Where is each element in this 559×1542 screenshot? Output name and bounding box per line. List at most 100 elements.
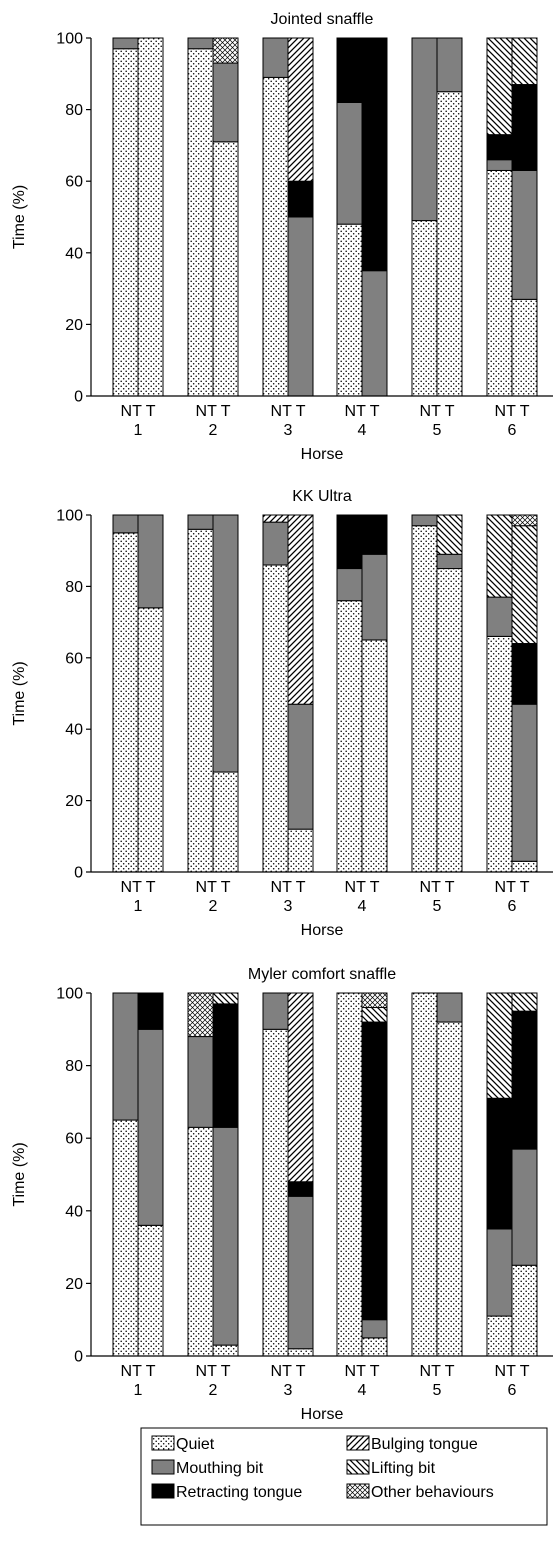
bar-horse-5-t [436,514,463,873]
bar-segment-retracting-tongue [511,643,538,705]
group-label-horse-6: 6 [508,898,517,915]
bar-segment-mouthing-bit [436,553,463,570]
bar-segment-quiet [486,635,513,873]
bar-labels-horse-3: NT T [271,1363,306,1380]
bar-segment-quiet [511,1264,538,1357]
legend-swatch [346,1483,370,1499]
bar-segment-mouthing-bit [486,159,513,171]
legend-label: Lifting bit [371,1460,436,1477]
bar-segment-retracting-tongue [511,84,538,171]
bar-segment-mouthing-bit [361,1319,388,1339]
legend-swatch [151,1459,175,1475]
legend-label: Bulging tongue [371,1436,478,1453]
legend-entry-mouthing-bit: Mouthing bit [151,1459,264,1477]
group-label-horse-2: 2 [209,422,218,439]
legend-label: Quiet [176,1436,215,1453]
legend-entry-retracting-tongue: Retracting tongue [151,1483,302,1501]
y-tick-label: 0 [74,389,83,406]
bar-segment-mouthing-bit [361,553,388,641]
legend-box [140,1427,548,1526]
bar-horse-6-nt [486,514,513,873]
bar-horse-2-t [212,514,239,873]
bar-segment-quiet [262,564,289,873]
bar-horse-6-t [511,992,538,1357]
bar-segment-retracting-tongue [137,992,164,1030]
bar-horse-3-t [287,37,314,397]
bar-segment-mouthing-bit [336,101,363,225]
group-label-horse-6: 6 [508,422,517,439]
bar-segment-mouthing-bit [511,1148,538,1266]
bar-segment-bulging-tongue [287,514,314,705]
bar-segment-mouthing-bit [361,270,388,397]
chart-panel-1: Jointed snaffle Time (%) 0 20 40 60 80 100 NT T 1… [11,11,553,463]
bar-segment-retracting-tongue [336,514,363,570]
bar-segment-quiet [112,1119,139,1357]
bar-segment-lifting-bit [212,992,239,1005]
bar-segment-retracting-tongue [361,514,388,555]
bar-segment-lifting-bit [486,514,513,598]
bar-segment-quiet [411,992,438,1357]
bar-segment-other-behaviours [361,992,388,1009]
bar-segment-mouthing-bit [287,703,314,830]
bar-segment-other-behaviours [511,514,538,527]
bar-segment-quiet [212,771,239,873]
legend-label: Mouthing bit [176,1460,264,1477]
y-tick-label: 80 [65,102,83,119]
bar-segment-quiet [137,1224,164,1357]
group-label-horse-5: 5 [433,1382,442,1399]
bar-segment-quiet [411,525,438,873]
bar-segment-quiet [486,169,513,397]
bar-segment-mouthing-bit [137,514,164,609]
bar-horse-3-t [287,992,314,1357]
bar-segment-quiet [187,1126,214,1357]
legend-label: Retracting tongue [176,1484,302,1501]
bar-segment-quiet [411,220,438,397]
bar-horse-4-t [361,992,388,1357]
bar-horse-3-nt [262,514,289,873]
legend-entry-other-behaviours: Other behaviours [346,1483,494,1501]
bar-segment-mouthing-bit [486,1228,513,1317]
bar-horse-2-t [212,992,239,1357]
bar-segment-quiet [336,223,363,397]
bar-segment-quiet [436,91,463,397]
bar-horse-4-t [361,37,388,397]
bar-segment-lifting-bit [486,37,513,136]
bar-segment-bulging-tongue [287,37,314,182]
bar-segment-retracting-tongue [486,1097,513,1230]
bar-horse-2-nt [187,514,214,873]
bar-segment-lifting-bit [511,992,538,1012]
bar-labels-horse-4: NT T [345,1363,380,1380]
y-tick-label: 100 [56,31,83,48]
bar-segment-mouthing-bit [336,568,363,602]
bar-labels-horse-3: NT T [271,879,306,896]
legend-label: Other behaviours [371,1484,494,1501]
legend-swatch [346,1459,370,1475]
bar-horse-5-nt [411,992,438,1357]
bar-segment-retracting-tongue [287,1181,314,1197]
bar-segment-mouthing-bit [262,992,289,1030]
bar-segment-lifting-bit [511,37,538,86]
bar-segment-quiet [187,528,214,873]
group-label-horse-2: 2 [209,898,218,915]
bar-segment-mouthing-bit [137,1028,164,1226]
x-axis-label: Horse [301,446,344,463]
bar-labels-horse-5: NT T [420,1363,455,1380]
bar-segment-quiet [436,1021,463,1357]
bar-segment-quiet [511,860,538,873]
legend-swatch [346,1435,370,1451]
bar-horse-5-t [436,37,463,397]
bar-horse-3-nt [262,37,289,397]
y-tick-label: 60 [65,174,83,191]
bar-segment-mouthing-bit [511,169,538,300]
group-label-horse-3: 3 [284,898,293,915]
bar-labels-horse-6: NT T [495,879,530,896]
bar-horse-2-t [212,37,239,397]
bar-segment-quiet [112,532,139,873]
group-label-horse-5: 5 [433,422,442,439]
bar-horse-4-t [361,514,388,873]
bar-horse-1-t [137,514,164,873]
y-tick-label: 80 [65,579,83,596]
legend-entry-lifting-bit: Lifting bit [346,1459,436,1477]
y-tick-label: 100 [56,986,83,1003]
bar-segment-other-behaviours [212,37,239,64]
